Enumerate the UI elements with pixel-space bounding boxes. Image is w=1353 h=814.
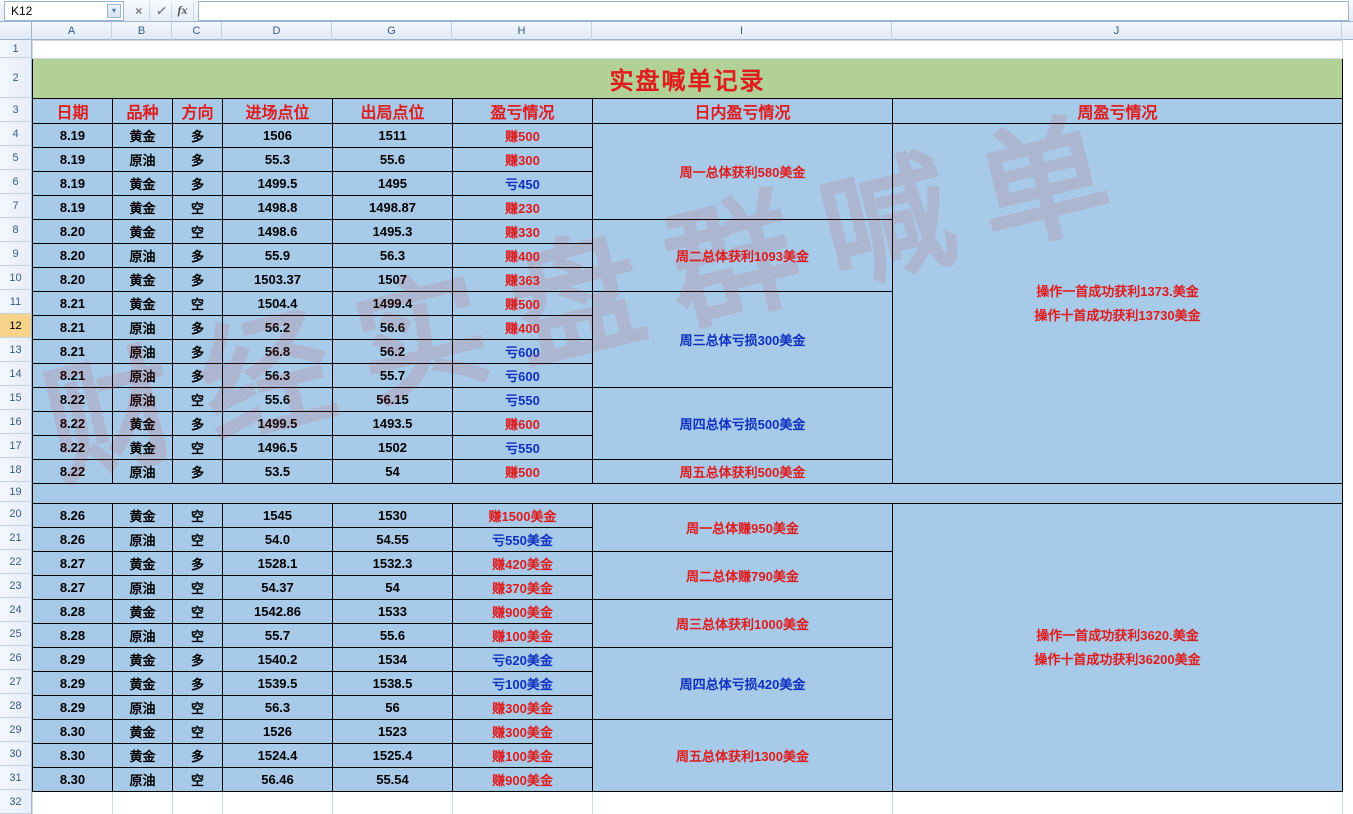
name-box-dropdown-icon[interactable]: ▾: [107, 4, 121, 18]
row-header-20[interactable]: 20: [0, 502, 32, 526]
col-header-3[interactable]: 进场点位: [223, 99, 333, 124]
cancel-formula-button[interactable]: ×: [128, 2, 150, 20]
row-header-3[interactable]: 3: [0, 98, 32, 122]
row-header-7[interactable]: 7: [0, 194, 32, 218]
daily-summary[interactable]: 周五总体获利500美金: [593, 460, 893, 484]
column-header-C[interactable]: C: [172, 22, 222, 40]
row-header-24[interactable]: 24: [0, 598, 32, 622]
select-all-corner[interactable]: [0, 22, 32, 40]
col-header-7[interactable]: 周盈亏情况: [893, 99, 1343, 124]
row-header-28[interactable]: 28: [0, 694, 32, 718]
col-header-5[interactable]: 盈亏情况: [453, 99, 593, 124]
row-header-9[interactable]: 9: [0, 242, 32, 266]
daily-summary[interactable]: 周四总体亏损420美金: [593, 648, 893, 720]
daily-summary[interactable]: 周三总体获利1000美金: [593, 600, 893, 648]
cell-reference: K12: [11, 4, 32, 18]
row-header-25[interactable]: 25: [0, 622, 32, 646]
col-header-0[interactable]: 日期: [33, 99, 113, 124]
col-header-2[interactable]: 方向: [173, 99, 223, 124]
row-header-8[interactable]: 8: [0, 218, 32, 242]
row-headers: 1234567891011121314151617181920212223242…: [0, 40, 32, 814]
accept-formula-button[interactable]: ✓: [150, 2, 172, 20]
row-header-23[interactable]: 23: [0, 574, 32, 598]
row-header-13[interactable]: 13: [0, 338, 32, 362]
name-box[interactable]: K12 ▾: [4, 1, 124, 21]
row-header-19[interactable]: 19: [0, 482, 32, 502]
row-header-29[interactable]: 29: [0, 718, 32, 742]
row-header-10[interactable]: 10: [0, 266, 32, 290]
row-header-30[interactable]: 30: [0, 742, 32, 766]
daily-summary[interactable]: 周一总体获利580美金: [593, 124, 893, 220]
daily-summary[interactable]: 周四总体亏损500美金: [593, 388, 893, 460]
data-table: 实盘喊单记录日期品种方向进场点位出局点位盈亏情况日内盈亏情况周盈亏情况8.19黄…: [32, 40, 1343, 814]
row-header-17[interactable]: 17: [0, 434, 32, 458]
table-row: 8.19黄金多15061511赚500周一总体获利580美金操作一首成功获利13…: [33, 124, 1343, 148]
formula-bar-buttons: × ✓ fx: [128, 2, 194, 20]
row-header-11[interactable]: 11: [0, 290, 32, 314]
daily-summary[interactable]: 周二总体获利1093美金: [593, 220, 893, 292]
row-header-4[interactable]: 4: [0, 122, 32, 146]
col-header-1[interactable]: 品种: [113, 99, 173, 124]
daily-summary[interactable]: 周五总体获利1300美金: [593, 720, 893, 792]
column-header-H[interactable]: H: [452, 22, 592, 40]
row-header-21[interactable]: 21: [0, 526, 32, 550]
daily-summary[interactable]: 周二总体赚790美金: [593, 552, 893, 600]
daily-summary[interactable]: 周一总体赚950美金: [593, 504, 893, 552]
row-header-18[interactable]: 18: [0, 458, 32, 482]
row-header-31[interactable]: 31: [0, 766, 32, 790]
weekly-summary[interactable]: 操作一首成功获利1373.美金操作十首成功获利13730美金: [893, 124, 1343, 484]
column-header-D[interactable]: D: [222, 22, 332, 40]
row-header-6[interactable]: 6: [0, 170, 32, 194]
column-header-A[interactable]: A: [32, 22, 112, 40]
worksheet-grid[interactable]: ABCDGHIJ 1234567891011121314151617181920…: [0, 22, 1353, 814]
row-header-2[interactable]: 2: [0, 58, 32, 98]
row-header-32[interactable]: 32: [0, 790, 32, 814]
col-header-6[interactable]: 日内盈亏情况: [593, 99, 893, 124]
table-row: 8.26黄金空15451530赚1500美金周一总体赚950美金操作一首成功获利…: [33, 504, 1343, 528]
column-header-I[interactable]: I: [592, 22, 892, 40]
formula-bar: K12 ▾ × ✓ fx: [0, 0, 1353, 22]
row-header-5[interactable]: 5: [0, 146, 32, 170]
row-header-26[interactable]: 26: [0, 646, 32, 670]
row-header-15[interactable]: 15: [0, 386, 32, 410]
daily-summary[interactable]: 周三总体亏损300美金: [593, 292, 893, 388]
col-header-4[interactable]: 出局点位: [333, 99, 453, 124]
formula-input[interactable]: [198, 1, 1349, 21]
row-header-14[interactable]: 14: [0, 362, 32, 386]
column-header-J[interactable]: J: [892, 22, 1342, 40]
row-header-16[interactable]: 16: [0, 410, 32, 434]
sheet-title[interactable]: 实盘喊单记录: [33, 59, 1343, 99]
fx-button[interactable]: fx: [172, 2, 194, 20]
column-header-G[interactable]: G: [332, 22, 452, 40]
row-header-12[interactable]: 12: [0, 314, 32, 338]
sheet-area[interactable]: 财经实盘群喊单 实盘喊单记录日期品种方向进场点位出局点位盈亏情况日内盈亏情况周盈…: [32, 40, 1353, 814]
weekly-summary[interactable]: 操作一首成功获利3620.美金操作十首成功获利36200美金: [893, 504, 1343, 792]
row-header-22[interactable]: 22: [0, 550, 32, 574]
column-headers: ABCDGHIJ: [0, 22, 1353, 40]
spacer-row[interactable]: [33, 484, 1343, 504]
row-header-27[interactable]: 27: [0, 670, 32, 694]
row-header-1[interactable]: 1: [0, 40, 32, 58]
column-header-B[interactable]: B: [112, 22, 172, 40]
